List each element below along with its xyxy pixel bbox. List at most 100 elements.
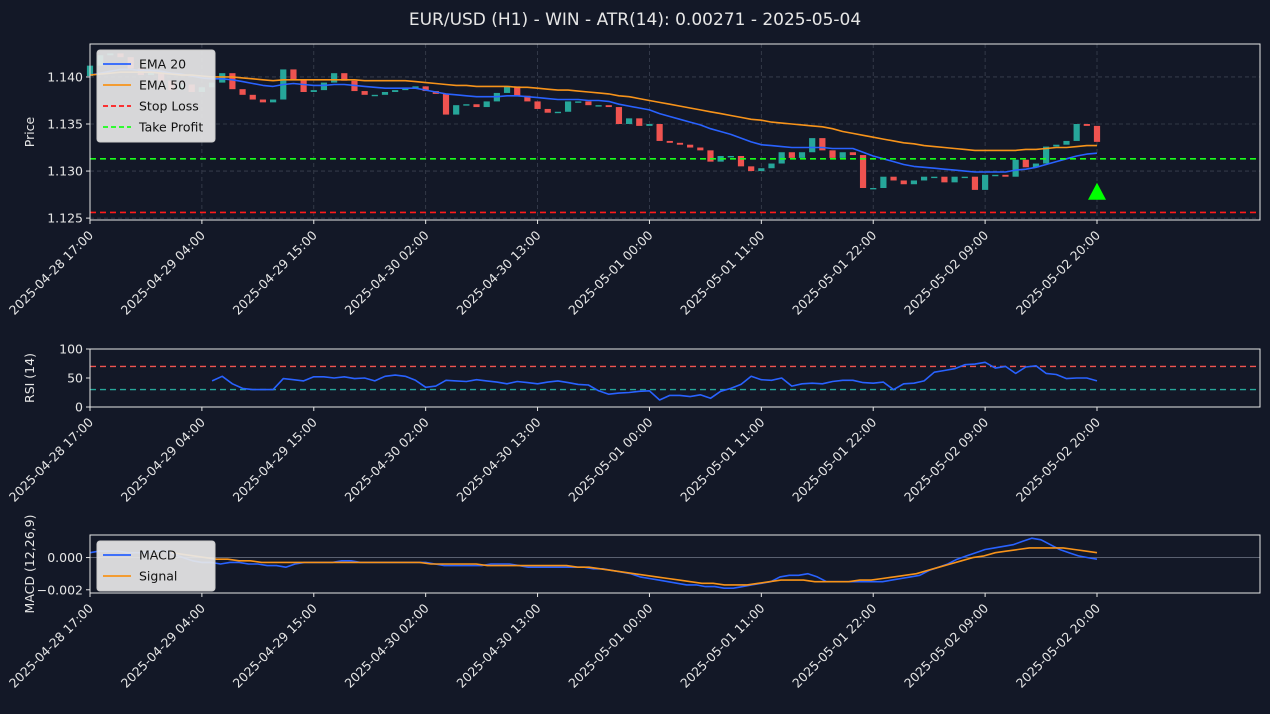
candle-bull [269,99,277,103]
chart-title: EUR/USD (H1) - WIN - ATR(14): 0.00271 - … [409,10,861,30]
price-xtick-label: 2025-05-01 11:00 [677,227,767,317]
price-frame [89,43,1261,221]
candle-bull [982,174,989,190]
rsi-ylabel: RSI (14) [22,353,37,403]
legend-label: EMA 50 [139,78,186,93]
candle-bull [1043,146,1050,164]
candle-bear [290,69,297,80]
price-xtick-label: 2025-04-30 13:00 [453,227,543,317]
price-xtick-label: 2025-04-29 04:00 [118,227,208,317]
buy-signal-marker [1088,182,1106,200]
candle-bull [910,180,918,185]
macd-xtick-label: 2025-05-01 00:00 [565,600,655,690]
candle-bear [941,176,948,183]
candle-bull [483,101,490,108]
rsi-xtick-label: 2025-05-01 11:00 [677,414,767,504]
candle-bull [463,104,470,106]
macd-xtick-label: 2025-04-28 17:00 [6,600,96,690]
macd-ytick-label: −0.002 [37,582,83,597]
candle-bull [839,152,846,158]
candle-bull [595,105,602,107]
macd-frame [89,534,1261,594]
rsi-ytick-label: 100 [59,342,83,357]
candle-bear [1022,159,1029,168]
price-xtick-label: 2025-05-02 09:00 [901,227,991,317]
candle-bear [534,101,541,109]
legend-label: Take Profit [138,120,203,135]
candle-bull [392,90,399,92]
candle-bull [219,73,226,83]
candle-bear [300,79,307,92]
candle-bull [331,73,338,83]
macd-xtick-label: 2025-05-01 11:00 [677,600,767,690]
legend-box [96,49,216,143]
candle-bull [931,176,938,179]
candle-bear [859,155,867,188]
candle-bear [829,150,836,158]
rsi-xtick-label: 2025-05-02 09:00 [901,414,991,504]
candle-bear [697,147,704,151]
rsi-ytick-label: 50 [67,371,83,386]
legend-label: MACD [139,548,176,563]
rsi-xtick-label: 2025-04-30 13:00 [453,414,543,504]
macd-panel-bg [90,535,1260,593]
legend-label: Signal [139,569,177,584]
ema20-line [89,68,1098,173]
price-xtick-label: 2025-04-29 15:00 [230,227,320,317]
candle-bull [503,86,511,93]
macd-xtick-label: 2025-05-02 09:00 [901,600,991,690]
candle-bear [544,108,551,113]
candle-bear [259,99,267,103]
candle-bear [666,140,673,143]
macd-ylabel: MACD (12,26,9) [22,515,37,614]
candle-bear [514,86,521,96]
candle-bear [442,93,450,115]
price-panel-bg [90,44,1260,220]
legend-label: Stop Loss [139,99,199,114]
candle-bear [748,166,755,172]
candle-bull [320,82,328,91]
macd-xtick-label: 2025-05-01 22:00 [789,600,879,690]
legend-box [96,540,216,592]
candle-bull [727,156,734,158]
candle-bull [758,168,765,172]
price-xtick-label: 2025-05-01 22:00 [789,227,879,317]
macd-xtick-label: 2025-04-29 04:00 [118,600,208,690]
candle-bull [1053,144,1060,147]
candle-bull [453,105,460,115]
price-xtick-label: 2025-04-30 02:00 [342,227,432,317]
legend-label: EMA 20 [139,57,186,72]
rsi-xtick-label: 2025-04-29 15:00 [230,414,320,504]
candle-bear [239,89,246,95]
rsi-xtick-label: 2025-05-02 20:00 [1013,414,1103,504]
ema50-line [89,71,1097,152]
candle-bear [1002,174,1009,177]
price-xtick-label: 2025-04-28 17:00 [6,227,96,317]
candle-bull [554,111,561,114]
candle-bull [310,90,317,92]
candle-bear [615,107,623,124]
candle-bear [900,180,907,185]
candle-bull [1032,163,1040,168]
candle-bear [422,86,429,92]
price-ytick-label: 1.125 [47,211,83,226]
candle-bull [768,163,775,169]
candle-bear [971,176,979,190]
candle-bear [819,138,826,151]
candle-bear [361,91,368,95]
candle-bull [564,101,572,112]
candle-bear [707,150,714,162]
candle-bull [575,101,582,103]
macd-xtick-label: 2025-04-30 02:00 [342,600,432,690]
macd-xtick-label: 2025-04-30 13:00 [453,600,543,690]
candle-bear [524,95,531,102]
candle-bear [1083,124,1090,126]
candle-bull [371,94,378,97]
candle-bear [605,105,612,108]
candle-bear [585,101,592,106]
rsi-xtick-label: 2025-04-30 02:00 [342,414,432,504]
rsi-ytick-label: 0 [75,400,83,415]
price-ytick-label: 1.135 [47,117,83,132]
price-ytick-label: 1.140 [47,69,83,84]
